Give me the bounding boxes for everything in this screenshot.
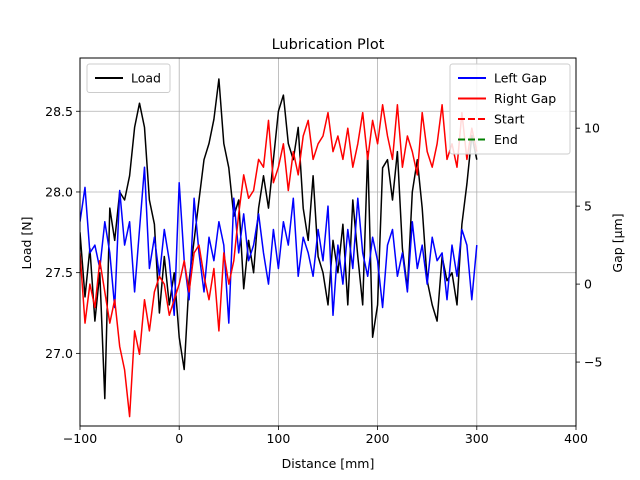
x-tick-label: 0 xyxy=(175,431,183,446)
legend-label-end: End xyxy=(494,132,518,147)
y-left-axis-label: Load [N] xyxy=(19,216,34,269)
x-axis-label: Distance [mm] xyxy=(282,456,375,471)
y-left-tick-label: 27.0 xyxy=(45,346,73,361)
y-right-tick-label: 10 xyxy=(584,121,600,136)
legend-label-left-gap: Left Gap xyxy=(494,71,547,86)
y-left-tick-label: 27.5 xyxy=(45,265,73,280)
series-line-left-gap xyxy=(80,166,478,324)
y-right-tick-label: 0 xyxy=(584,277,592,292)
x-tick-label: 200 xyxy=(366,431,390,446)
legend-label-load: Load xyxy=(131,71,161,86)
legend-label-start: Start xyxy=(494,112,525,127)
legend-label-right-gap: Right Gap xyxy=(494,91,556,106)
series-line-load xyxy=(80,78,478,400)
y-right-tick-label: 5 xyxy=(584,199,592,214)
y-right-axis-label: Gap [µm] xyxy=(610,213,625,272)
axis-ticks: −100 0 100 200 300 400 27.0 27.5 28.0 28.5 −5 0 5 10 xyxy=(45,104,602,446)
x-tick-label: 100 xyxy=(266,431,290,446)
y-left-tick-label: 28.0 xyxy=(45,184,73,199)
y-right-tick-label: −5 xyxy=(584,355,602,370)
x-tick-label: 400 xyxy=(564,431,588,446)
legend-frame xyxy=(449,63,571,155)
chart-title: Lubrication Plot xyxy=(272,37,385,53)
x-tick-label: 300 xyxy=(465,431,489,446)
legend-gaps: Left Gap Right Gap Start End xyxy=(449,63,571,155)
legend-load: Load xyxy=(86,63,171,93)
plot-frame xyxy=(79,57,577,427)
legend-frame xyxy=(86,63,171,93)
x-tick-label: −100 xyxy=(63,431,97,446)
series-group xyxy=(80,78,478,418)
series-line-right-gap xyxy=(80,104,478,418)
y-left-tick-label: 28.5 xyxy=(45,104,73,119)
